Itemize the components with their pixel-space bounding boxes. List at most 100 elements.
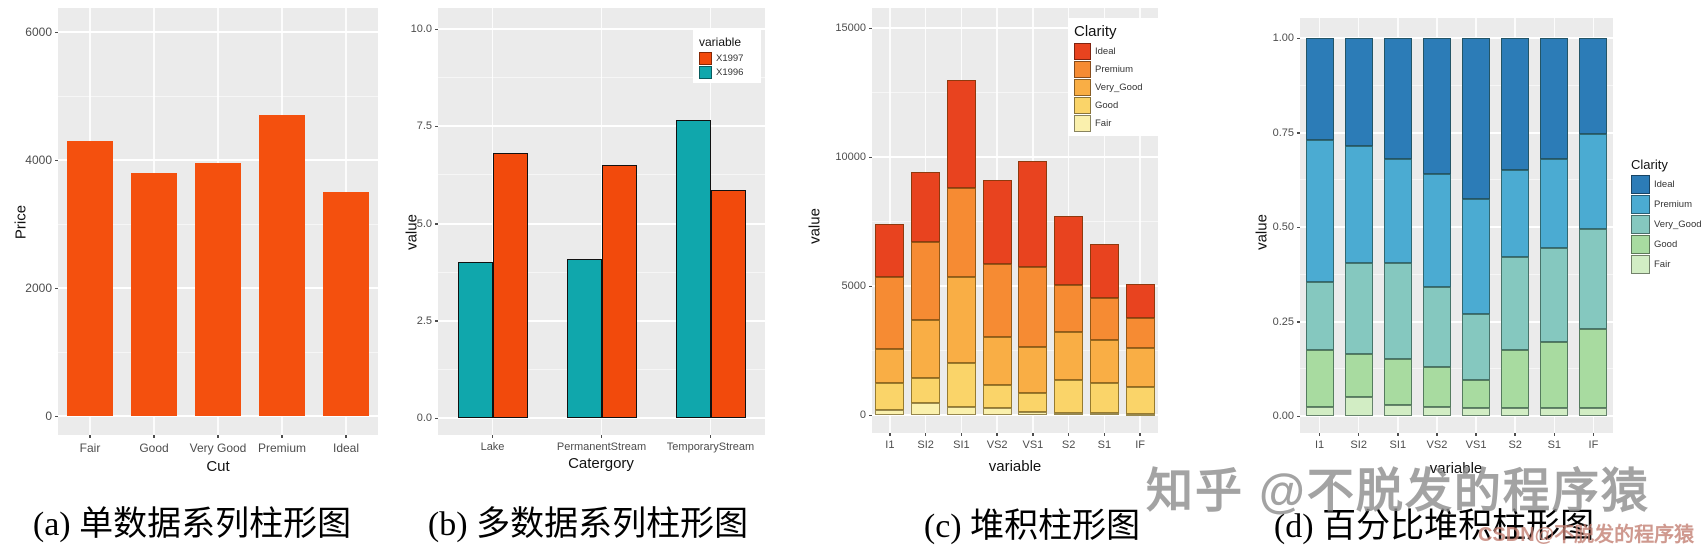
- bar-PermanentStream-X1997: [601, 165, 637, 418]
- gridline-major: [438, 125, 765, 128]
- legend-entry-Very_Good: Very_Good: [1631, 215, 1706, 234]
- gridline-major: [1300, 415, 1613, 417]
- y-tick-label: 1.00: [1272, 32, 1294, 44]
- segment-VS2-Ideal: [982, 180, 1012, 264]
- gridline-major: [872, 285, 1158, 287]
- y-tick-label: 0: [45, 409, 52, 423]
- y-tick-label: 5000: [841, 280, 866, 292]
- segment-SI2-Fair: [1344, 397, 1373, 416]
- x-tick-label: PermanentStream: [556, 441, 647, 453]
- segment-IF-Ideal: [1125, 283, 1155, 318]
- segment-IF-Good: [1579, 329, 1608, 409]
- x-tick: [600, 435, 603, 438]
- segment-SI2-Very_Good: [911, 319, 941, 378]
- y-tick: [55, 159, 58, 161]
- segment-SI2-Fair: [911, 403, 941, 415]
- segment-S1-Fair: [1540, 408, 1569, 416]
- x-tick: [709, 435, 712, 438]
- legend-label: Good: [1654, 239, 1678, 250]
- segment-S1-Premium: [1540, 158, 1569, 248]
- y-tick: [435, 223, 438, 225]
- gridline-minor: [438, 77, 765, 79]
- y-tick-label: 7.5: [416, 120, 432, 133]
- segment-SI1-Fair: [946, 407, 976, 415]
- x-tick-label: I1: [885, 439, 895, 451]
- legend-entry-Fair: Fair: [1074, 115, 1160, 132]
- gridline-major: [872, 156, 1158, 158]
- segment-VS1-Premium: [1018, 266, 1048, 347]
- chart-c-x-axis-title: variable: [988, 458, 1042, 475]
- segment-VS1-Fair: [1018, 411, 1048, 415]
- gridline-major: [58, 415, 378, 417]
- legend-swatch-Fair: [1074, 115, 1091, 132]
- segment-VS1-Ideal: [1462, 38, 1491, 199]
- segment-VS2-Very_Good: [1422, 287, 1451, 367]
- segment-SI1-Good: [1383, 359, 1412, 405]
- segment-I1-Premium: [875, 276, 905, 350]
- chart-d-caption: (d) 百分比堆积柱形图: [1273, 508, 1595, 545]
- segment-VS2-Fair: [982, 408, 1012, 415]
- gridline-major: [872, 27, 1158, 29]
- gridline-minor: [872, 350, 1158, 351]
- segment-IF-Premium: [1579, 134, 1608, 229]
- segment-S1-Very_Good: [1540, 247, 1569, 343]
- segment-VS2-Good: [982, 384, 1012, 409]
- legend-swatch-X1996: [699, 66, 712, 79]
- x-tick: [1103, 433, 1106, 436]
- segment-IF-Premium: [1125, 317, 1155, 349]
- legend-entry-Premium: Premium: [1631, 195, 1706, 214]
- gridline-minor: [872, 221, 1158, 222]
- legend-b: variable X1997 X1996: [693, 30, 761, 83]
- legend-entry-Good: Good: [1631, 235, 1706, 254]
- x-tick: [89, 435, 91, 438]
- segment-VS2-Ideal: [1422, 38, 1451, 175]
- legend-swatch-X1997: [699, 52, 712, 65]
- bar-Lake-X1996: [457, 262, 493, 418]
- legend-label: X1996: [716, 67, 744, 78]
- segment-I1-Ideal: [875, 224, 905, 277]
- legend-swatch-Good: [1074, 97, 1091, 114]
- x-tick: [1475, 433, 1477, 436]
- legend-label: Premium: [1654, 199, 1693, 210]
- x-tick: [1139, 433, 1141, 436]
- legend-title: Clarity: [1631, 157, 1668, 172]
- bar-Good: [131, 172, 177, 416]
- segment-IF-Fair: [1125, 413, 1155, 416]
- segment-S2-Very_Good: [1054, 331, 1084, 380]
- x-tick-label: SI1: [953, 439, 970, 451]
- y-tick-label: 5.0: [416, 217, 432, 230]
- segment-VS1-Very_Good: [1018, 346, 1048, 394]
- x-tick-label: Ideal: [332, 441, 360, 455]
- chart-b-x-axis-title: Catergory: [568, 455, 634, 472]
- y-tick: [55, 31, 58, 33]
- segment-IF-Fair: [1579, 408, 1608, 416]
- segment-SI2-Ideal: [1344, 38, 1373, 146]
- chart-c-caption: (c) 堆积柱形图: [923, 508, 1141, 545]
- segment-I1-Good: [875, 382, 905, 410]
- y-tick-label: 0.75: [1272, 126, 1294, 139]
- x-tick: [1514, 433, 1516, 436]
- y-tick-label: 6000: [25, 25, 52, 39]
- segment-VS1-Premium: [1462, 198, 1491, 314]
- x-tick-label: S1: [1097, 439, 1112, 451]
- x-tick: [1318, 433, 1321, 436]
- x-tick: [924, 433, 927, 436]
- segment-SI2-Premium: [911, 242, 941, 320]
- gridline-minor: [872, 92, 1158, 93]
- gridline-major: [438, 417, 765, 419]
- segment-SI1-Premium: [1383, 158, 1412, 263]
- x-tick-label: S2: [1508, 439, 1522, 451]
- gridline-major: [438, 28, 765, 30]
- y-tick: [435, 28, 438, 30]
- segment-VS1-Ideal: [1018, 160, 1048, 267]
- y-tick: [1297, 132, 1300, 134]
- segment-SI2-Very_Good: [1344, 262, 1373, 354]
- gridline-minor: [1300, 273, 1613, 275]
- x-tick: [153, 435, 155, 438]
- chart-c-y-axis-title: value: [806, 208, 824, 244]
- x-tick: [1357, 433, 1360, 436]
- segment-S1-Ideal: [1540, 38, 1569, 159]
- segment-I1-Premium: [1305, 140, 1334, 282]
- x-tick-label: IF: [1588, 439, 1599, 451]
